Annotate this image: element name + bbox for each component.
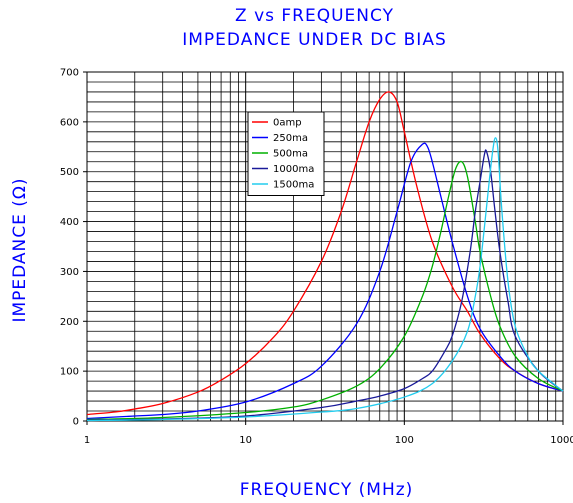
y-tick-label: 600 — [60, 117, 79, 128]
y-tick-label: 0 — [73, 417, 79, 428]
series-line-0amp — [86, 91, 564, 416]
y-tick-label: 400 — [60, 217, 79, 228]
y-tick-label: 700 — [60, 68, 79, 79]
y-tick-label: 300 — [60, 267, 79, 278]
x-axis-label: FREQUENCY (MHz) — [239, 480, 414, 500]
x-tick-label: 10 — [239, 435, 252, 446]
series-line-250ma — [86, 142, 564, 420]
x-tick-label: 1000 — [550, 435, 573, 446]
legend-label-0amp: 0amp — [273, 118, 302, 129]
x-tick-label: 100 — [395, 435, 414, 446]
y-tick-label: 500 — [60, 167, 79, 178]
chart-subtitle: IMPEDANCE UNDER DC BIAS — [182, 30, 447, 50]
series-line-500ma — [86, 160, 564, 421]
series-line-1000ma — [86, 149, 564, 421]
chart-title: Z vs FREQUENCY — [235, 6, 394, 26]
y-tick-label: 200 — [60, 317, 79, 328]
plot-area — [86, 71, 564, 422]
series-line-1500ma — [86, 137, 564, 422]
legend-label-250ma: 250ma — [273, 133, 308, 144]
legend-label-500ma: 500ma — [273, 149, 308, 160]
legend-label-1500ma: 1500ma — [273, 180, 314, 191]
x-tick-label: 1 — [84, 435, 90, 446]
legend-label-1000ma: 1000ma — [273, 164, 314, 175]
y-tick-label: 100 — [60, 367, 79, 378]
